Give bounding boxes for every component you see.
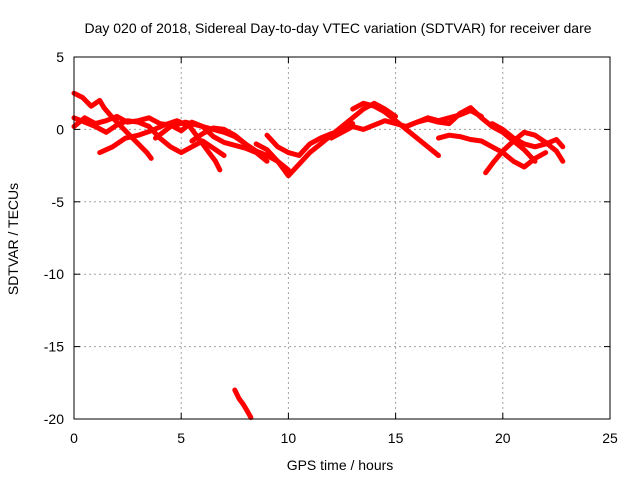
y-tick-label: -5 <box>52 194 65 210</box>
y-tick-labels: 5 0 -5 -10 -15 -20 <box>44 49 64 427</box>
x-axis-label: GPS time / hours <box>287 457 394 473</box>
x-tick-label: 0 <box>70 430 78 446</box>
ticks <box>73 56 611 420</box>
series-line-track-7 <box>253 100 399 179</box>
chart-title: Day 020 of 2018, Sidereal Day-to-day VTE… <box>84 20 591 36</box>
series-line-track-10 <box>350 100 441 158</box>
x-tick-label: 15 <box>388 430 404 446</box>
y-tick-label: -10 <box>44 266 64 282</box>
series-line-track-13 <box>483 129 566 176</box>
x-tick-label: 10 <box>281 430 297 446</box>
series-line-track-14 <box>489 121 566 150</box>
x-tick-label: 20 <box>495 430 511 446</box>
y-axis-label: SDTVAR / TECUs <box>5 183 21 295</box>
series-line-track-3 <box>97 118 223 173</box>
x-tick-label: 25 <box>602 430 618 446</box>
series-layer <box>71 90 566 421</box>
x-tick-labels: 0 5 10 15 20 25 <box>70 430 618 446</box>
series-line-track-12 <box>436 132 549 170</box>
plot-frame <box>73 56 611 420</box>
x-tick-label: 5 <box>177 430 185 446</box>
y-tick-label: 5 <box>56 49 64 65</box>
series-line-track-4 <box>71 115 227 158</box>
series-line-track-11 <box>403 105 538 164</box>
y-tick-label: -20 <box>44 411 64 427</box>
series-line-track-15 <box>232 387 254 421</box>
grid <box>74 57 610 419</box>
y-tick-label: -15 <box>44 339 64 355</box>
y-tick-label: 0 <box>56 121 64 137</box>
